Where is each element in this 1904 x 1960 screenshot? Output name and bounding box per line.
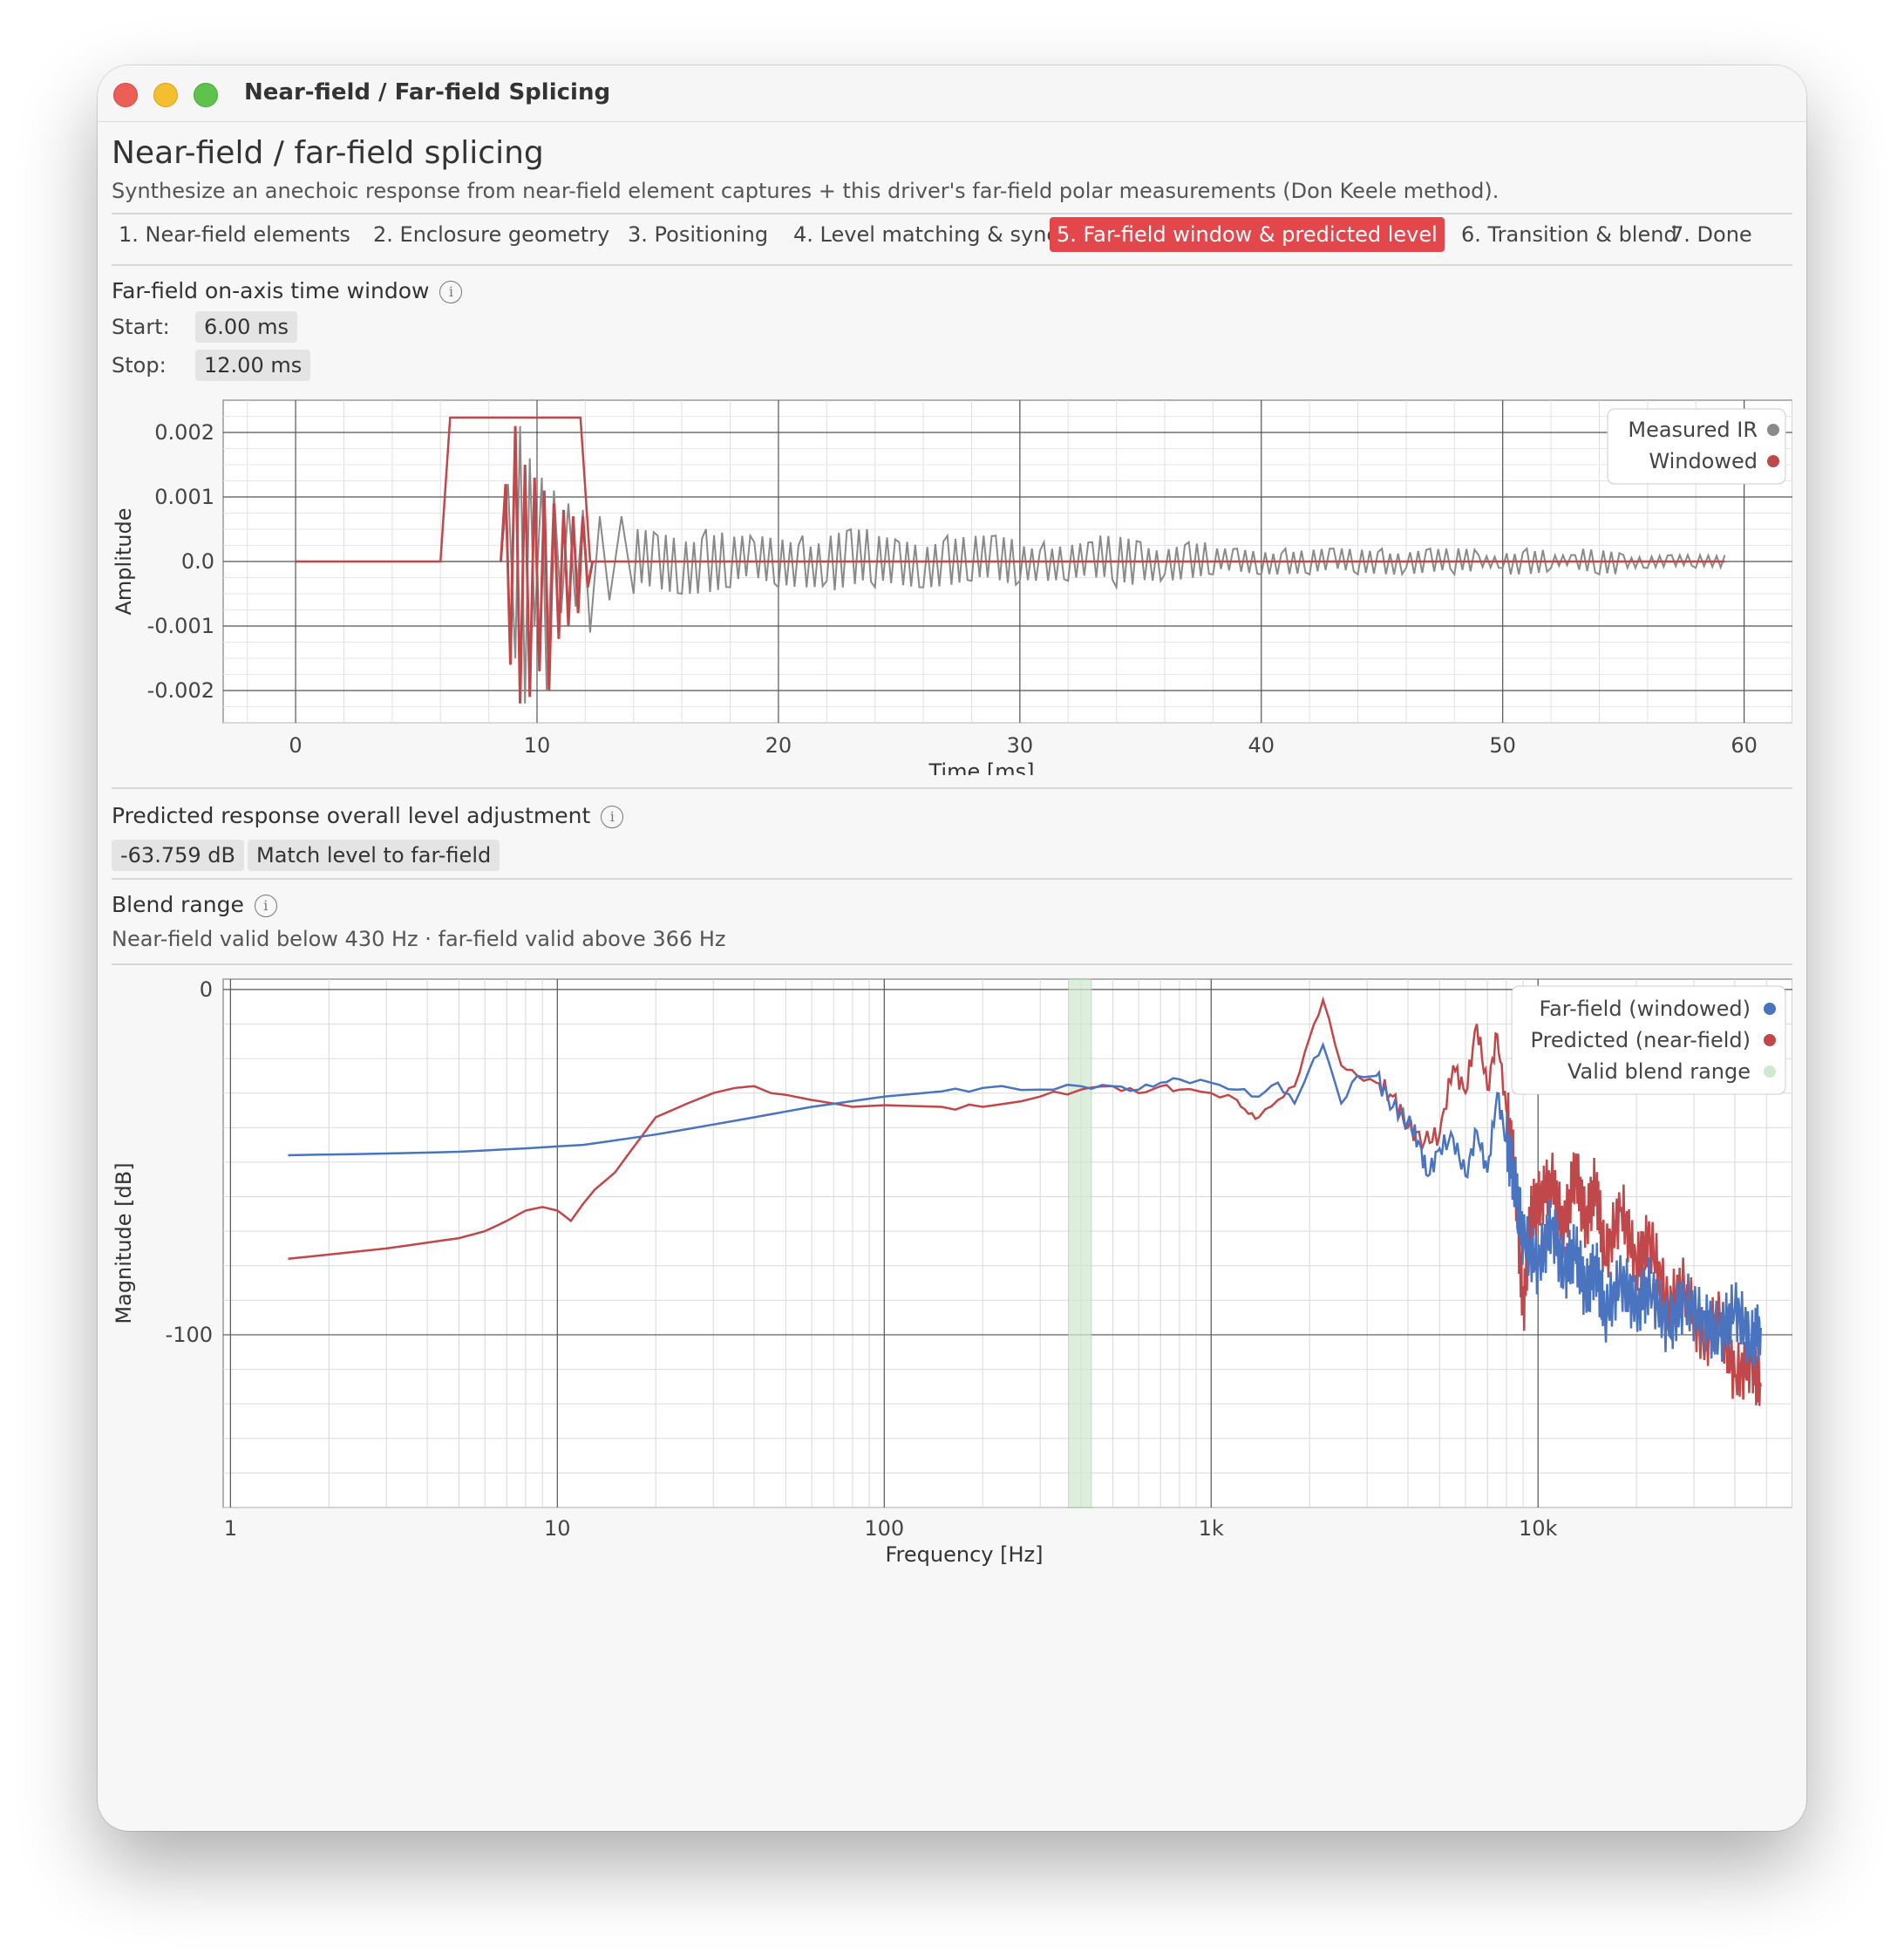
tab-level-matching-sync[interactable]: 4. Level matching & sync bbox=[793, 222, 1058, 247]
divider bbox=[112, 213, 1792, 214]
page-title: Near-field / far-field splicing bbox=[112, 135, 544, 171]
series-window-shape bbox=[296, 416, 1725, 563]
stop-label: Stop: bbox=[112, 353, 167, 378]
x-tick-label: 10k bbox=[1519, 1516, 1558, 1541]
x-tick-label: 1k bbox=[1199, 1516, 1224, 1541]
frequency-response-chart: 1 10 100 1k 10k 0 -100 Frequency [Hz] Magnitude … bbox=[112, 977, 1792, 1567]
blend-range-band bbox=[1068, 978, 1092, 1508]
x-tick-label: 1 bbox=[224, 1516, 237, 1541]
legend-label-windowed: Windowed bbox=[1649, 449, 1758, 473]
x-tick-label: 50 bbox=[1489, 733, 1516, 758]
y-tick-label: 0.0 bbox=[181, 549, 214, 574]
x-tick-label: 20 bbox=[765, 733, 792, 758]
x-tick-label: 30 bbox=[1007, 733, 1034, 758]
zoom-window-button[interactable] bbox=[194, 83, 218, 107]
x-tick-label: 0 bbox=[289, 733, 302, 758]
y-tick-label: 0.002 bbox=[154, 420, 214, 445]
window-title: Near-field / Far-field Splicing bbox=[244, 79, 611, 105]
legend-blend-range-label: Valid blend range bbox=[1567, 1059, 1751, 1084]
x-tick-label: 60 bbox=[1731, 733, 1758, 758]
blend-label: Blend range bbox=[112, 892, 244, 917]
time-window-label: Far-field on-axis time window bbox=[112, 278, 430, 303]
x-axis-label: Time [ms] bbox=[928, 759, 1035, 775]
minimize-window-button[interactable] bbox=[153, 83, 178, 107]
blend-section-label: Blend range i bbox=[112, 892, 277, 917]
legend-label-measured-ir: Measured IR bbox=[1628, 418, 1758, 442]
level-adjust-value-field[interactable]: -63.759 dB bbox=[112, 840, 244, 871]
tab-transition-blend[interactable]: 6. Transition & blend bbox=[1461, 222, 1677, 247]
tab-enclosure-geometry[interactable]: 2. Enclosure geometry bbox=[373, 222, 610, 247]
x-tick-label: 100 bbox=[864, 1516, 904, 1541]
legend-far-field-label: Far-field (windowed) bbox=[1540, 997, 1751, 1021]
x-tick-label: 10 bbox=[544, 1516, 571, 1541]
series-windowed-ir bbox=[500, 425, 595, 704]
divider bbox=[112, 787, 1792, 789]
legend: Measured IR Windowed bbox=[1607, 408, 1786, 485]
divider bbox=[112, 963, 1792, 965]
legend: Far-field (windowed) Predicted (near-fiel… bbox=[1511, 985, 1786, 1095]
start-label: Start: bbox=[112, 315, 170, 339]
series-measured-ir bbox=[296, 425, 1726, 704]
y-tick-label: -0.001 bbox=[147, 614, 214, 638]
page-subtitle: Synthesize an anechoic response from nea… bbox=[112, 179, 1499, 203]
level-adjust-label: Predicted response overall level adjustm… bbox=[112, 803, 591, 828]
legend-predicted-dot bbox=[1764, 1034, 1776, 1046]
legend-predicted-label: Predicted (near-field) bbox=[1531, 1028, 1751, 1052]
time-window-section-label: Far-field on-axis time window i bbox=[112, 278, 463, 303]
divider bbox=[112, 264, 1792, 266]
y-tick-label: -0.002 bbox=[147, 678, 214, 703]
tab-done[interactable]: 7. Done bbox=[1670, 222, 1752, 247]
y-tick-label: 0 bbox=[200, 977, 213, 1002]
x-tick-label: 40 bbox=[1248, 733, 1275, 758]
level-adjust-section-label: Predicted response overall level adjustm… bbox=[112, 803, 624, 828]
x-tick-label: 10 bbox=[524, 733, 551, 758]
y-axis-label: Amplitude bbox=[112, 508, 136, 616]
info-icon[interactable]: i bbox=[439, 281, 463, 303]
legend-box bbox=[1607, 408, 1786, 485]
match-level-button[interactable]: Match level to far-field bbox=[248, 840, 500, 871]
legend-dot-measured-ir bbox=[1767, 424, 1779, 436]
legend-blend-range-dot bbox=[1764, 1065, 1776, 1078]
tab-positioning[interactable]: 3. Positioning bbox=[628, 222, 769, 247]
legend-far-field-dot bbox=[1764, 1003, 1776, 1015]
info-icon[interactable]: i bbox=[601, 806, 624, 828]
close-window-button[interactable] bbox=[113, 83, 138, 107]
legend-dot-windowed bbox=[1767, 455, 1779, 467]
divider bbox=[112, 878, 1792, 880]
legend-box bbox=[1511, 985, 1786, 1095]
series-far-field-windowed bbox=[288, 1041, 1762, 1367]
y-tick-label: 0.001 bbox=[154, 485, 214, 509]
start-value-field[interactable]: 6.00 ms bbox=[195, 311, 297, 343]
stop-value-field[interactable]: 12.00 ms bbox=[195, 350, 311, 381]
app-window: Near-field / Far-field Splicing Near-fie… bbox=[98, 65, 1806, 1831]
tab-far-field-window[interactable]: 5. Far-field window & predicted level bbox=[1050, 217, 1445, 252]
info-icon[interactable]: i bbox=[254, 895, 277, 917]
wizard-tabs: 1. Near-field elements 2. Enclosure geom… bbox=[112, 217, 1792, 261]
blend-note: Near-field valid below 430 Hz · far-fiel… bbox=[112, 927, 726, 951]
y-axis-label: Magnitude [dB] bbox=[112, 1162, 136, 1324]
x-axis-label: Frequency [Hz] bbox=[886, 1542, 1044, 1567]
impulse-response-chart: 0 10 20 30 40 50 60 0.002 0.001 0.0 -0.001 -0.002 Ti… bbox=[112, 399, 1792, 775]
y-tick-label: -100 bbox=[166, 1323, 213, 1347]
tab-near-field-elements[interactable]: 1. Near-field elements bbox=[119, 222, 350, 247]
title-bar: Near-field / Far-field Splicing bbox=[98, 65, 1806, 122]
